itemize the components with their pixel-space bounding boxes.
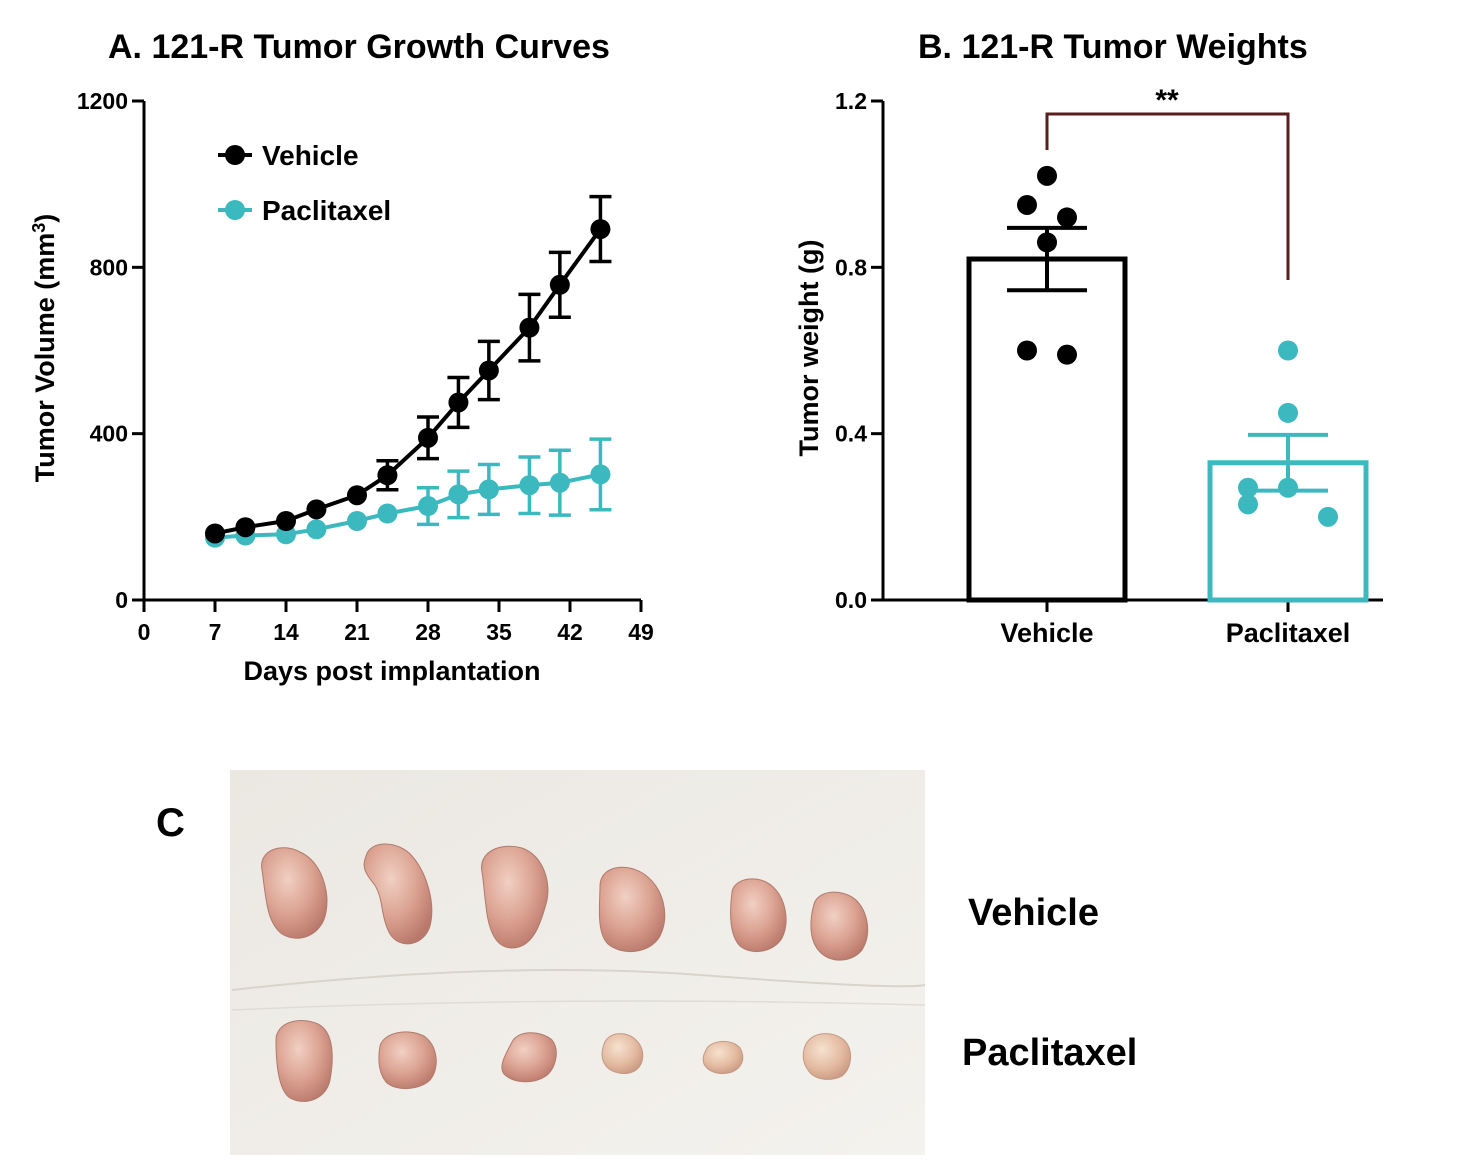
tumor-specimen (601, 1033, 644, 1074)
tumor-specimen (810, 891, 869, 961)
individual-point-vehicle (1017, 194, 1037, 215)
tumor-specimen (802, 1033, 851, 1080)
tumor-specimen (729, 878, 787, 953)
significance-bracket-line (1045, 112, 1290, 280)
x-tick-label: 21 (344, 619, 370, 645)
y-tick-label: 800 (90, 254, 128, 280)
panel-b-bars (966, 165, 1369, 603)
x-tick-label: 14 (273, 619, 299, 645)
panel-c-label: C (156, 801, 185, 845)
individual-point-paclitaxel (1278, 477, 1298, 498)
photo-label-vehicle: Vehicle (968, 892, 1099, 934)
tumor-specimen (275, 1020, 333, 1102)
y-tick-label: 0.8 (835, 254, 867, 280)
panel-a-title: A. 121-R Tumor Growth Curves (108, 28, 610, 66)
x-tick-label: 28 (415, 619, 441, 645)
y-tick-label: 0.4 (835, 421, 867, 447)
tumor-specimen (363, 843, 433, 945)
panel-c-tumor-photo: C Vehicle Paclitaxel (156, 770, 1137, 1155)
individual-point-paclitaxel (1318, 506, 1338, 527)
data-point-paclitaxel (377, 503, 398, 524)
data-point-paclitaxel (519, 475, 540, 496)
tumor-specimen (261, 847, 328, 939)
vehicle-tumor-row (261, 843, 869, 961)
individual-point-paclitaxel (1238, 477, 1258, 498)
tumor-specimen (481, 845, 549, 949)
y-tick-label: 0 (115, 587, 128, 613)
panel-a-legend: Vehicle Paclitaxel (218, 140, 391, 226)
panel-a-y-axis-label: Tumor Volume (mm3) (29, 214, 60, 483)
photo-label-paclitaxel: Paclitaxel (962, 1032, 1137, 1074)
x-tick-label: 49 (628, 619, 654, 645)
data-point-paclitaxel (549, 472, 570, 493)
individual-point-vehicle (1057, 207, 1077, 228)
panel-a-series (205, 194, 612, 548)
individual-point-vehicle (1057, 344, 1077, 365)
data-point-vehicle (478, 360, 499, 381)
category-label: Paclitaxel (1226, 618, 1351, 648)
significance-stars: ** (1155, 84, 1179, 117)
individual-point-paclitaxel (1278, 402, 1298, 423)
data-point-paclitaxel (448, 484, 469, 505)
data-point-vehicle (347, 485, 367, 506)
panel-a-x-axis-label: Days post implantation (243, 656, 540, 686)
y-tick-label: 1200 (77, 88, 128, 114)
bar-vehicle (966, 256, 1128, 603)
legend-paclitaxel-label: Paclitaxel (262, 195, 391, 226)
data-point-vehicle (519, 317, 540, 338)
legend-paclitaxel-marker (225, 200, 245, 220)
panel-a-growth-curves: A. 121-R Tumor Growth Curves 0 400 800 1200… (29, 28, 654, 686)
y-tick-label: 400 (90, 421, 128, 447)
panel-a-axes: 0 400 800 1200 0 7 14 21 28 35 42 49 (77, 88, 654, 645)
panel-b-axes: 0.0 0.4 0.8 1.2 Vehicle Paclitaxel (835, 88, 1383, 648)
y-tick-label: 1.2 (835, 88, 867, 114)
data-point-vehicle (205, 523, 225, 544)
y-tick-label: 0.0 (835, 587, 867, 613)
cloth-fold (231, 969, 926, 991)
individual-point-paclitaxel (1238, 494, 1258, 515)
data-point-vehicle (235, 517, 256, 538)
data-point-paclitaxel (306, 519, 327, 540)
series-line-vehicle (214, 227, 603, 536)
tumor-specimen (501, 1032, 557, 1083)
x-tick-label: 7 (209, 619, 222, 645)
data-point-paclitaxel (418, 496, 438, 517)
data-point-paclitaxel (347, 510, 367, 531)
data-point-paclitaxel (590, 464, 611, 485)
panel-b-tumor-weights: B. 121-R Tumor Weights 0.0 0.4 0.8 1.2 Vehic… (794, 28, 1383, 648)
data-point-vehicle (276, 510, 296, 531)
cloth-fold (231, 1000, 926, 1011)
x-tick-label: 0 (138, 619, 151, 645)
x-tick-label: 42 (557, 619, 583, 645)
individual-point-vehicle (1037, 165, 1057, 186)
x-tick-label: 35 (486, 619, 512, 645)
series-line-paclitaxel (214, 472, 601, 540)
panel-b-y-axis-label: Tumor weight (g) (794, 240, 824, 457)
tumor-specimen (598, 866, 666, 953)
significance-bracket: ** (1045, 84, 1290, 280)
paclitaxel-tumor-row (275, 1020, 851, 1102)
data-point-vehicle (418, 427, 438, 448)
data-point-vehicle (377, 465, 398, 486)
individual-point-vehicle (1017, 340, 1037, 361)
legend-vehicle-label: Vehicle (262, 140, 359, 171)
tumor-specimen (378, 1031, 437, 1089)
tumor-specimen (702, 1041, 744, 1075)
data-point-vehicle (549, 274, 570, 295)
data-point-vehicle (448, 392, 469, 413)
data-point-paclitaxel (478, 479, 499, 500)
individual-point-paclitaxel (1278, 340, 1298, 361)
legend-vehicle-marker (225, 145, 245, 165)
data-point-vehicle (306, 499, 327, 520)
data-point-vehicle (590, 219, 611, 240)
category-label: Vehicle (1000, 618, 1093, 648)
panel-b-title: B. 121-R Tumor Weights (918, 28, 1308, 66)
photo-background (230, 770, 925, 1155)
individual-point-vehicle (1037, 232, 1057, 253)
